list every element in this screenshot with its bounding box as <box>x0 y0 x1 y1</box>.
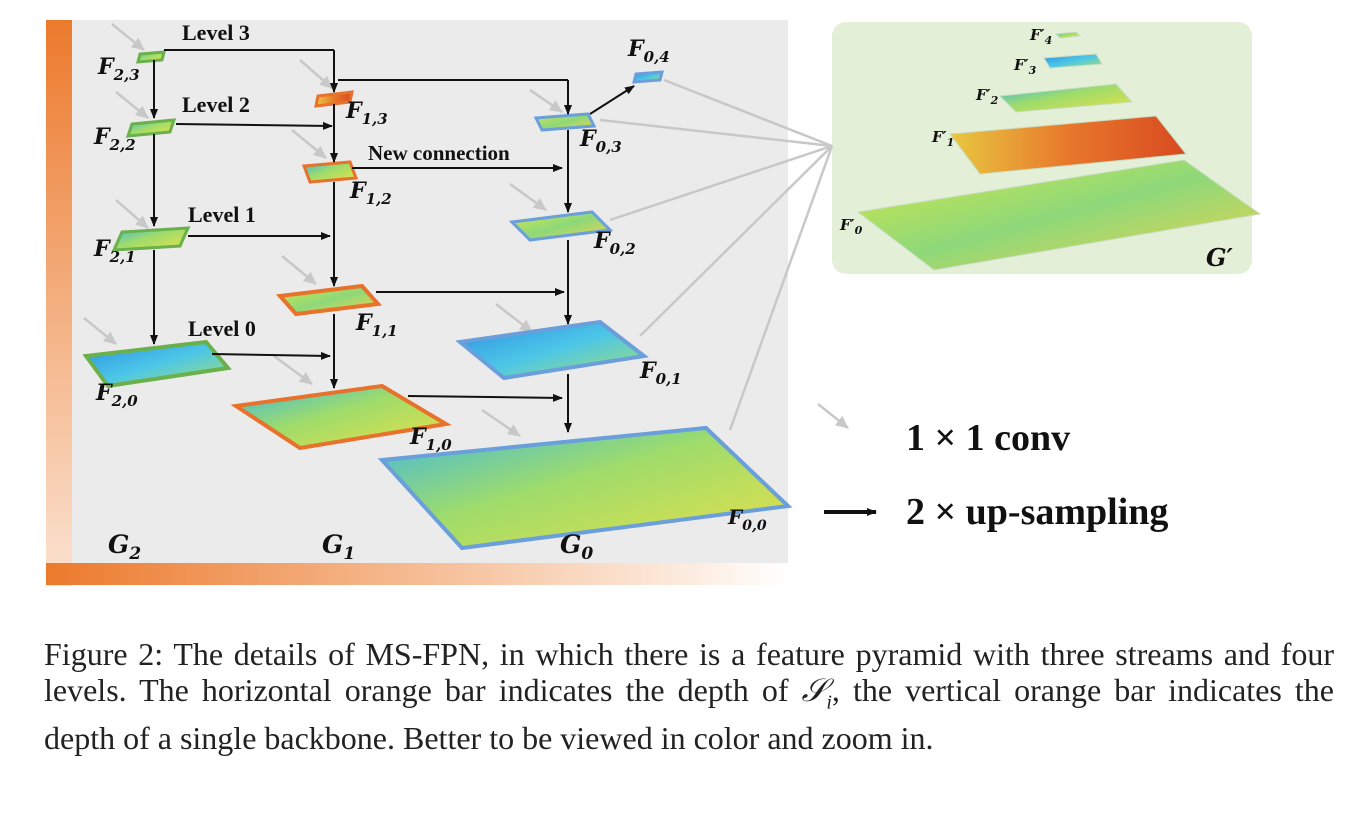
level-label-3: Level 3 <box>182 20 250 45</box>
label-f11: F1,1 <box>355 310 398 340</box>
label-f0prime: F′0 <box>839 216 863 237</box>
map-f20 <box>82 339 232 389</box>
label-f13: F1,3 <box>345 98 388 128</box>
stream-g2-maps <box>82 50 232 389</box>
ms-fpn-diagram: Level 3 Level 2 Level 1 Level 0 New conn… <box>46 20 1262 586</box>
map-f04 <box>632 70 664 84</box>
map-f02 <box>508 210 614 242</box>
label-f20: F2,0 <box>95 380 138 410</box>
caption-part2: , the vertical orange bar indicates the … <box>44 672 1335 757</box>
map-f1prime <box>949 115 1187 175</box>
map-f22 <box>125 118 177 138</box>
label-gprime: G′ <box>1206 243 1233 272</box>
backbone-depth-bar <box>46 20 72 586</box>
map-f00 <box>377 425 793 551</box>
legend-conv-label: 1 × 1 conv <box>906 417 1070 459</box>
label-f22: F2,2 <box>93 124 136 154</box>
label-f10: F1,0 <box>409 424 452 454</box>
map-f0prime <box>856 159 1262 271</box>
label-f2prime: F′2 <box>975 86 999 107</box>
caption-part1: Figure 2: The details of MS-FPN, in whic… <box>44 636 1334 708</box>
new-connection-label: New connection <box>368 141 510 165</box>
label-f3prime: F′3 <box>1013 56 1037 77</box>
map-f03 <box>533 112 597 132</box>
map-f4prime <box>1054 31 1082 39</box>
map-f3prime <box>1043 53 1103 69</box>
map-f01 <box>455 319 649 381</box>
map-f12 <box>301 160 359 184</box>
label-g2: G2 <box>108 530 141 564</box>
label-f12: F1,2 <box>349 178 392 208</box>
label-f02: F0,2 <box>593 228 636 258</box>
label-g1: G1 <box>322 530 355 564</box>
level-label-2: Level 2 <box>182 92 250 117</box>
conv-arrows <box>83 23 849 438</box>
label-f23: F2,3 <box>97 54 140 84</box>
label-f03: F0,3 <box>579 126 622 156</box>
label-g0: G0 <box>560 530 593 564</box>
label-f1prime: F′1 <box>931 128 954 149</box>
caption-math: 𝒮i <box>801 672 832 714</box>
legend-upsample-label: 2 × up-sampling <box>906 491 1168 533</box>
output-maps <box>856 31 1262 271</box>
label-f04: F0,4 <box>627 36 670 66</box>
stream-depth-bar <box>46 563 788 585</box>
map-f10 <box>230 383 452 451</box>
label-f4prime: F′4 <box>1029 26 1052 47</box>
map-f11 <box>275 283 383 317</box>
map-f21 <box>111 226 191 252</box>
stream-g0-maps <box>377 70 793 551</box>
map-f2prime <box>998 83 1134 113</box>
label-f21: F2,1 <box>93 236 136 266</box>
figure-caption: Figure 2: The details of MS-FPN, in whic… <box>44 636 1334 756</box>
stream-g1-maps <box>230 90 452 451</box>
upsample-arrows <box>150 49 635 433</box>
level-label-0: Level 0 <box>188 316 256 341</box>
map-f23 <box>136 50 166 64</box>
level-label-1: Level 1 <box>188 202 256 227</box>
label-f01: F0,1 <box>639 358 682 388</box>
label-f00: F0,0 <box>727 505 767 534</box>
map-f13 <box>314 90 354 108</box>
